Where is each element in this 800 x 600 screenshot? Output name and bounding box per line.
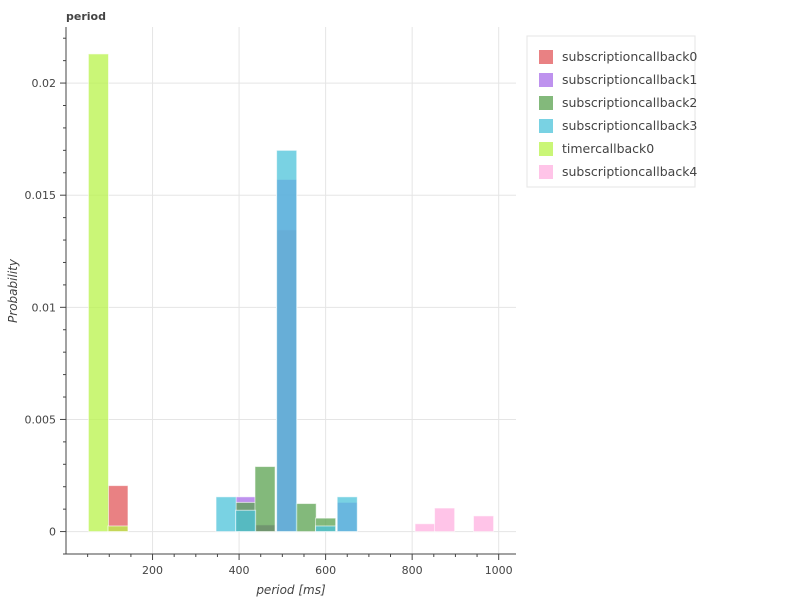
- legend-swatch: [539, 50, 553, 64]
- y-axis-label: Probability: [6, 258, 20, 323]
- legend-label: subscriptioncallback2: [562, 95, 697, 110]
- legend-swatch: [539, 73, 553, 87]
- x-tick-label: 800: [402, 564, 423, 577]
- bar-series-4: [107, 525, 129, 533]
- bar-series-0: [107, 485, 129, 533]
- x-tick-label: 1000: [485, 564, 513, 577]
- legend-label: subscriptioncallback3: [562, 118, 697, 133]
- legend-label: subscriptioncallback4: [562, 164, 697, 179]
- x-axis-label: period [ms]: [255, 583, 326, 597]
- bar-series-3: [235, 509, 257, 533]
- legend-swatch: [539, 119, 553, 133]
- bar-series-3: [276, 149, 298, 533]
- y-tick-label: 0.02: [32, 77, 57, 90]
- y-tick-label: 0.01: [32, 301, 57, 314]
- x-tick-label: 600: [315, 564, 336, 577]
- bar-series-3: [336, 496, 358, 533]
- bar-series-3: [215, 496, 237, 533]
- legend: subscriptioncallback0 subscriptioncallbac…: [526, 35, 697, 188]
- legend-box: [526, 35, 696, 188]
- grid-lines: [66, 27, 516, 554]
- y-tick-label: 0: [49, 526, 56, 539]
- bar-series-3: [315, 525, 337, 533]
- histogram-bars: [87, 53, 495, 533]
- bar-series-5: [434, 507, 456, 533]
- legend-label: subscriptioncallback1: [562, 72, 697, 87]
- y-tick-label: 0.005: [25, 413, 57, 426]
- bar-series-4: [87, 53, 110, 533]
- x-tick-label: 400: [229, 564, 250, 577]
- x-tick-label: 200: [142, 564, 163, 577]
- bar-series-2: [295, 503, 317, 533]
- y-tick-label: 0.015: [25, 189, 57, 202]
- legend-label: subscriptioncallback0: [562, 49, 697, 64]
- legend-label: timercallback0: [562, 141, 654, 156]
- bar-series-5: [414, 523, 436, 533]
- bar-series-5: [472, 515, 495, 533]
- axes: 200 400 600 800 1000 0 0.005 0.01 0.015 0.02: [25, 27, 516, 577]
- legend-swatch: [539, 96, 553, 110]
- bar-series-2: [254, 466, 276, 533]
- chart-title: period: [66, 10, 106, 23]
- legend-swatch: [539, 165, 553, 179]
- legend-swatch: [539, 142, 553, 156]
